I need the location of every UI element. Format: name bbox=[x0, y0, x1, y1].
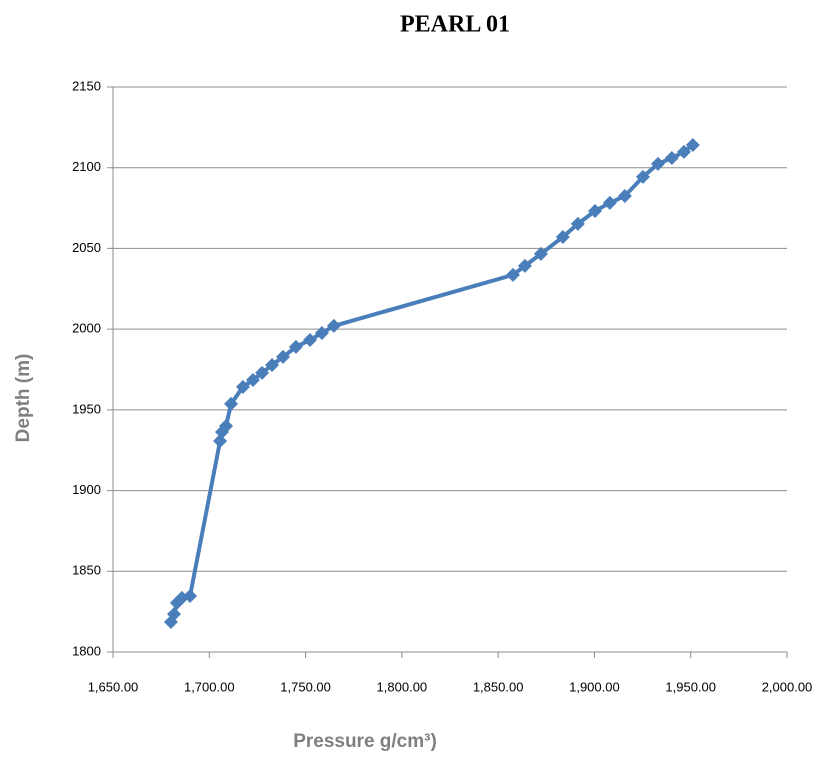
x-tick-label: 1,700.00 bbox=[184, 679, 235, 694]
marker bbox=[517, 258, 532, 273]
x-tick-label: 1,650.00 bbox=[88, 679, 139, 694]
marker bbox=[505, 267, 520, 282]
x-axis-title: Pressure g/cm³) bbox=[293, 731, 437, 752]
marker bbox=[617, 188, 632, 203]
x-tick-label: 1,950.00 bbox=[665, 679, 716, 694]
y-tick-label: 2050 bbox=[72, 240, 101, 255]
marker bbox=[326, 318, 341, 333]
marker bbox=[303, 332, 318, 347]
x-tick-label: 1,850.00 bbox=[473, 679, 524, 694]
marker bbox=[276, 349, 291, 364]
y-tick-label: 2150 bbox=[72, 78, 101, 93]
marker bbox=[650, 156, 665, 171]
x-tick-label: 2,000.00 bbox=[762, 679, 813, 694]
marker bbox=[676, 144, 691, 159]
marker bbox=[255, 365, 270, 380]
x-tick-label: 1,900.00 bbox=[569, 679, 620, 694]
marker bbox=[685, 137, 700, 152]
y-tick-label: 1800 bbox=[72, 643, 101, 658]
chart-title: PEARL 01 bbox=[400, 12, 510, 38]
marker bbox=[588, 203, 603, 218]
marker bbox=[314, 326, 329, 341]
marker bbox=[635, 169, 650, 184]
x-tick-label: 1,800.00 bbox=[377, 679, 428, 694]
marker bbox=[664, 151, 679, 166]
marker bbox=[533, 246, 548, 261]
marker bbox=[570, 216, 585, 231]
y-tick-label: 1950 bbox=[72, 401, 101, 416]
marker bbox=[602, 195, 617, 210]
y-tick-label: 2100 bbox=[72, 159, 101, 174]
marker bbox=[224, 396, 239, 411]
y-tick-label: 1850 bbox=[72, 563, 101, 578]
x-tick-label: 1,750.00 bbox=[280, 679, 331, 694]
marker bbox=[555, 229, 570, 244]
series-line bbox=[169, 143, 695, 623]
marker bbox=[288, 339, 303, 354]
marker bbox=[167, 607, 182, 622]
marker bbox=[183, 588, 198, 603]
marker bbox=[213, 434, 228, 449]
marker bbox=[219, 419, 234, 433]
marker bbox=[245, 372, 260, 387]
y-tick-label: 2000 bbox=[72, 321, 101, 336]
y-tick-label: 1900 bbox=[72, 482, 101, 497]
marker bbox=[235, 379, 250, 394]
y-axis-title: Depth (m) bbox=[13, 354, 34, 443]
marker bbox=[265, 357, 280, 372]
